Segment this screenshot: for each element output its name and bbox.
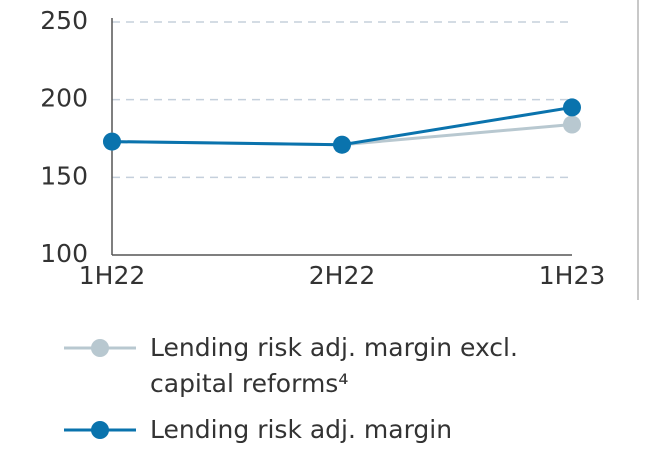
- data-point: [333, 135, 351, 154]
- legend-dot: [91, 421, 109, 439]
- y-tick-label: 100: [40, 239, 88, 268]
- chart: 100 150 200 250 1H22 2H22 1H23: [40, 0, 639, 300]
- data-point: [103, 132, 121, 151]
- legend-label: Lending risk adj. margin: [150, 415, 453, 444]
- data-point: [563, 98, 581, 117]
- x-tick-label: 1H23: [539, 261, 606, 290]
- legend-key: [64, 339, 136, 357]
- y-tick-label: 250: [40, 6, 88, 35]
- x-tick-label: 2H22: [309, 261, 376, 290]
- x-tick-label: 1H22: [79, 261, 146, 290]
- legend-dot: [91, 339, 109, 357]
- y-tick-label: 200: [40, 84, 88, 113]
- legend-entry: Lending risk adj. margin excl. capital r…: [60, 330, 620, 402]
- legend-label: Lending risk adj. margin excl. capital r…: [150, 333, 518, 398]
- data-point: [563, 115, 581, 134]
- legend-key: [64, 421, 136, 439]
- legend: Lending risk adj. margin excl. capital r…: [60, 330, 620, 458]
- y-tick-label: 150: [40, 161, 88, 190]
- legend-entry: Lending risk adj. margin: [60, 412, 620, 448]
